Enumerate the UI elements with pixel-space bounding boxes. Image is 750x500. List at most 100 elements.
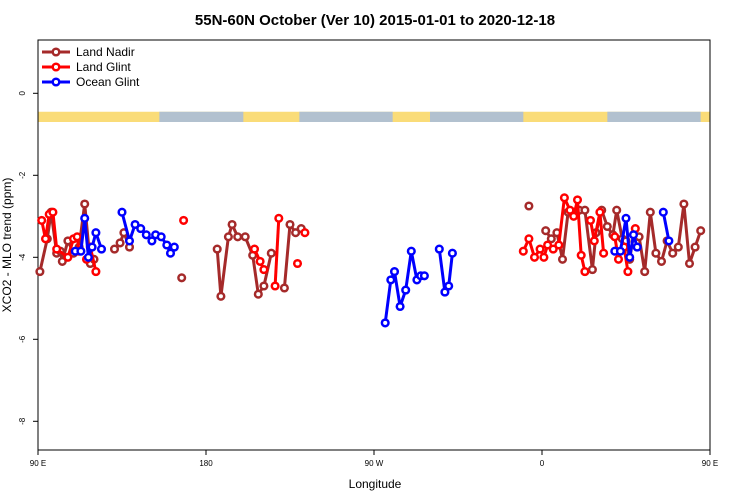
legend-label-land-nadir: Land Nadir [76,45,135,59]
land-glint-point [548,244,558,254]
ocean-glint-point [664,236,674,246]
ocean-glint-point [141,230,151,240]
land-glint-point [37,215,47,225]
ocean-glint-point [621,213,631,223]
land-glint-point [610,232,620,242]
y-tick-label-4: -8 [18,417,27,425]
land-nadir-point [557,254,568,264]
ocean-glint-point [615,246,625,256]
ocean-glint-point [658,207,668,217]
ocean-glint-point [83,252,93,262]
ocean-band-0 [159,111,244,122]
land-glint-point [623,267,633,277]
land-glint-point [91,267,101,277]
ocean-glint-point [87,242,97,252]
land-nadir-point [645,207,655,217]
land-glint-point [572,195,583,205]
land-glint-point [585,215,596,225]
land-nadir-point [291,228,301,238]
ocean-glint-point [162,240,172,250]
x-tick-label-0: 90 E [30,459,46,468]
land-nadir-point [212,244,222,254]
land-glint-point [595,207,605,217]
land-nadir-point [177,273,187,283]
ocean-band-2 [430,111,524,122]
land-nadir-point [656,256,667,266]
land-nadir-point [227,219,237,230]
land-glint-point [529,252,540,262]
land-glint-point [72,232,82,242]
land-nadir-point [223,232,233,242]
ocean-glint-point [147,236,157,246]
land-glint-line-4 [273,218,281,287]
land-nadir-point [240,232,250,242]
ocean-glint-point [156,232,166,242]
chart-title: 55N-60N October (Ver 10) 2015-01-01 to 2… [195,12,555,29]
legend-marker-ocean-glint [51,77,61,87]
land-nadir-point [216,291,226,301]
land-nadir-point [285,219,295,230]
y-axis: 0 -2 -4 -6 -8 [18,91,38,425]
land-glint-point [255,256,265,266]
land-nadir-point [602,221,612,232]
land-glint-point [613,254,624,264]
y-tick-label-3: -6 [18,335,27,343]
land-nadir-point [696,226,706,236]
y-axis-label: XCO2 - MLO trend (ppm) [0,178,14,313]
land-glint-point [565,205,575,215]
land-nadir-point [580,205,590,215]
land-nadir-point [587,265,597,275]
y-tick-label-2: -4 [18,253,27,261]
ocean-glint-point [96,244,107,254]
ocean-glint-point [406,246,416,256]
land-nadir-point [668,248,678,258]
land-nadir-point [109,244,120,254]
ocean-glint-point [401,285,411,295]
land-nadir-point [253,289,263,299]
ocean-glint-point [91,228,101,238]
land-glint-point [292,258,303,269]
ocean-glint-point [434,244,444,254]
x-axis: 90 E 180 90 W 0 90 E [30,450,718,468]
land-glint-point [589,236,599,246]
ocean-glint-line-5 [661,211,671,242]
ocean-glint-point [169,242,179,252]
land-glint-point [539,252,549,262]
land-nadir-point [679,199,689,209]
land-glint-point [535,244,545,254]
ocean-glint-point [389,267,400,277]
series-land-glint [37,193,640,291]
land-glint-point [518,246,528,256]
ocean-glint-point [628,230,639,240]
land-nadir-point [690,242,700,252]
legend-item-land-glint: Land Glint [42,60,131,74]
land-nadir-point [279,283,289,293]
land-glint-point [63,252,73,262]
land-glint-point [249,244,260,254]
land-nadir-point [35,267,45,277]
land-nadir-point [684,258,695,269]
land-glint-point [274,213,284,223]
ocean-glint-point [380,318,390,328]
land-nadir-point [233,232,243,242]
land-glint-point [559,193,569,203]
ocean-glint-point [440,287,450,297]
ocean-band-1 [299,111,393,122]
ocean-glint-point [124,236,135,246]
land-nadir-point [541,226,551,236]
ocean-glint-point [80,213,90,223]
land-glint-point [569,211,579,221]
land-nadir-point [57,256,67,266]
y-tick-label-0: 0 [18,91,27,96]
ocean-glint-point [632,242,642,252]
land-glint-line-8 [589,210,606,254]
land-glint-point [40,234,51,244]
x-tick-label-2: 90 W [365,459,384,468]
legend-label-ocean-glint: Ocean Glint [76,75,140,89]
land-nadir-point [651,248,661,258]
plot-area [35,193,706,328]
land-nadir-point [612,205,622,215]
ocean-glint-point [419,271,429,281]
ocean-glint-point [136,224,146,234]
